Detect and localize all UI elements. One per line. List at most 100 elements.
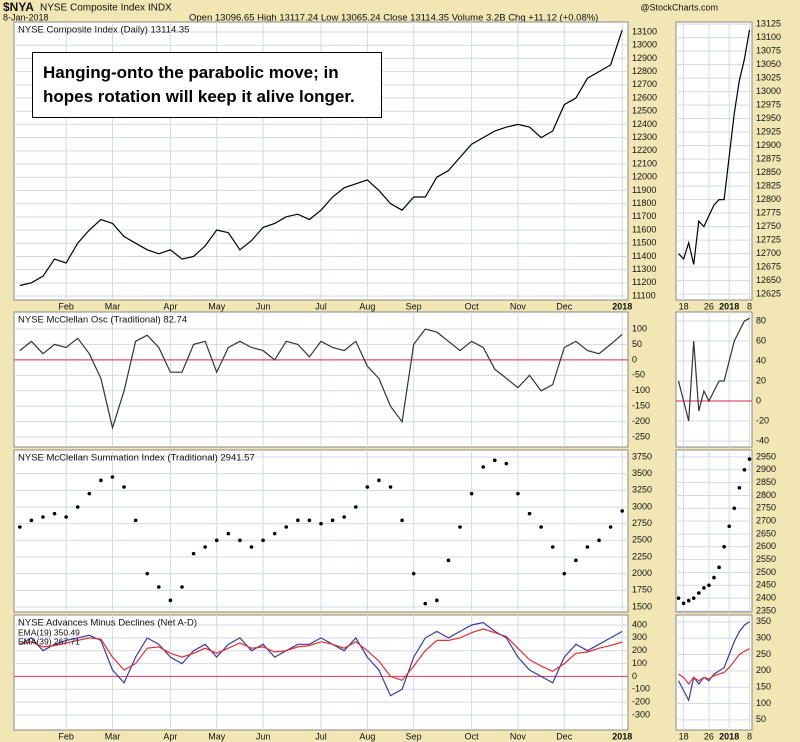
dot: [122, 485, 126, 489]
dot: [342, 515, 346, 519]
y-tick-label: 0: [632, 671, 637, 681]
dot: [365, 485, 370, 489]
y-tick-label: 12200: [632, 145, 657, 155]
y-tick-label: 12900: [632, 53, 657, 63]
y-tick-label: 12875: [756, 153, 781, 163]
x-tick-label: Jul: [315, 731, 327, 741]
x-tick-label: Feb: [58, 301, 74, 311]
line: [678, 29, 751, 265]
line: [19, 29, 623, 287]
dot: [261, 538, 265, 543]
plot-area: [675, 614, 753, 731]
dot: [377, 478, 381, 483]
plot-area: [675, 449, 753, 613]
dot: [574, 558, 578, 563]
x-tick-label: 8: [747, 731, 752, 741]
dot: [446, 558, 451, 563]
y-tick-label: 12300: [632, 132, 657, 142]
dot: [562, 571, 567, 576]
y-tick-label: 11500: [632, 238, 656, 248]
y-tick-label: 80: [756, 315, 766, 325]
x-tick-label: 18: [679, 731, 689, 741]
line: [677, 317, 750, 422]
y-tick-label: 12000: [632, 172, 657, 182]
plot-area: [675, 311, 753, 448]
y-tick-label: 13000: [756, 86, 781, 96]
y-tick-label: -200: [632, 696, 650, 706]
dot: [707, 583, 711, 588]
dot: [238, 538, 242, 543]
x-tick-label: Aug: [359, 731, 375, 741]
x-tick-label: Apr: [163, 731, 177, 741]
x-tick-label: Oct: [465, 301, 480, 311]
y-tick-label: 300: [756, 633, 771, 643]
y-tick-label: 60: [756, 335, 766, 345]
dot: [504, 461, 509, 466]
y-tick-label: 100: [756, 698, 771, 708]
y-tick-label: 100: [632, 658, 647, 668]
y-tick-label: 2350: [756, 605, 776, 615]
y-tick-label: 12100: [632, 158, 657, 168]
dot: [249, 545, 254, 549]
y-tick-label: 12925: [756, 126, 781, 136]
y-tick-label: 2900: [756, 464, 776, 474]
dot: [145, 571, 150, 576]
dot: [133, 518, 138, 523]
dot: [681, 601, 686, 606]
y-tick-label: 12775: [756, 207, 781, 217]
dot: [697, 591, 701, 595]
dot: [400, 518, 404, 523]
panel-title: NYSE Advances Minus Declines (Net A-D): [18, 618, 197, 629]
y-tick-label: 12700: [756, 248, 781, 258]
dot: [702, 586, 706, 590]
dot: [284, 525, 289, 529]
dot: [64, 515, 68, 519]
x-tick-label: Apr: [163, 301, 177, 311]
y-tick-label: 200: [632, 645, 647, 655]
dot: [597, 538, 601, 543]
y-tick-label: 12650: [756, 275, 781, 285]
y-tick-label: 13025: [756, 73, 781, 83]
x-tick-label: Oct: [465, 731, 480, 741]
symbol: $NYA: [3, 0, 34, 14]
y-tick-label: 2000: [632, 568, 652, 578]
y-tick-label: 12675: [756, 261, 781, 271]
x-tick-label: Jul: [315, 301, 327, 311]
dot: [272, 531, 277, 536]
y-tick-label: 13100: [756, 32, 781, 42]
x-tick-label: Feb: [58, 731, 74, 741]
x-tick-label: 26: [704, 731, 714, 741]
dot: [411, 571, 416, 576]
y-tick-label: 150: [756, 682, 771, 692]
y-tick-label: 2750: [756, 503, 776, 513]
y-tick-label: 2700: [756, 515, 776, 525]
panel-title: NYSE Composite Index (Daily) 13114.35: [18, 25, 189, 36]
y-tick-label: 2650: [756, 528, 776, 538]
y-tick-label: 11800: [632, 198, 656, 208]
y-tick-label: 12975: [756, 100, 781, 110]
x-tick-label: Jun: [256, 301, 271, 311]
y-tick-label: 12900: [756, 140, 781, 150]
dot: [191, 551, 196, 556]
y-tick-label: 11900: [632, 185, 656, 195]
y-tick-label: 12750: [756, 221, 781, 231]
dot: [539, 525, 543, 529]
line: [677, 621, 750, 703]
y-tick-label: 13000: [632, 40, 657, 50]
y-tick-label: 400: [632, 619, 647, 629]
dot: [737, 485, 742, 490]
dot: [732, 506, 737, 511]
date: 8-Jan-2018: [3, 12, 49, 22]
y-tick-label: -40: [756, 435, 769, 445]
dot: [608, 525, 613, 529]
y-tick-label: 2750: [632, 518, 652, 528]
dot: [585, 545, 590, 549]
x-tick-label: 18: [679, 301, 689, 311]
dot: [469, 491, 474, 496]
y-tick-label: 12400: [632, 119, 657, 129]
quote: Open 13096.65 High 13117.24 Low 13065.24…: [189, 13, 598, 24]
dot: [307, 518, 312, 523]
y-tick-label: 3250: [632, 485, 652, 495]
dot: [492, 458, 497, 463]
y-tick-label: 250: [756, 649, 771, 659]
